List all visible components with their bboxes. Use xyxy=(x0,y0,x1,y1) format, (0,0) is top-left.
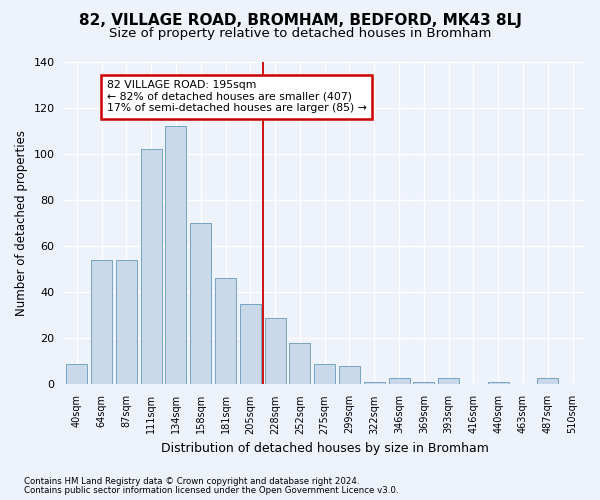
Bar xyxy=(140,149,162,384)
Text: 82, VILLAGE ROAD, BROMHAM, BEDFORD, MK43 8LJ: 82, VILLAGE ROAD, BROMHAM, BEDFORD, MK43… xyxy=(79,12,521,28)
Bar xyxy=(389,378,410,384)
Bar xyxy=(364,382,385,384)
Bar xyxy=(91,260,112,384)
Bar xyxy=(289,343,310,384)
Bar xyxy=(215,278,236,384)
Bar xyxy=(488,382,509,384)
Text: Size of property relative to detached houses in Bromham: Size of property relative to detached ho… xyxy=(109,28,491,40)
Bar xyxy=(240,304,261,384)
Bar xyxy=(166,126,187,384)
Bar xyxy=(537,378,559,384)
X-axis label: Distribution of detached houses by size in Bromham: Distribution of detached houses by size … xyxy=(161,442,488,455)
Text: Contains public sector information licensed under the Open Government Licence v3: Contains public sector information licen… xyxy=(24,486,398,495)
Bar xyxy=(339,366,360,384)
Bar xyxy=(314,364,335,384)
Bar xyxy=(438,378,459,384)
Text: 82 VILLAGE ROAD: 195sqm
← 82% of detached houses are smaller (407)
17% of semi-d: 82 VILLAGE ROAD: 195sqm ← 82% of detache… xyxy=(107,80,367,113)
Text: Contains HM Land Registry data © Crown copyright and database right 2024.: Contains HM Land Registry data © Crown c… xyxy=(24,477,359,486)
Y-axis label: Number of detached properties: Number of detached properties xyxy=(15,130,28,316)
Bar xyxy=(265,318,286,384)
Bar xyxy=(116,260,137,384)
Bar xyxy=(413,382,434,384)
Bar xyxy=(190,223,211,384)
Bar xyxy=(66,364,88,384)
